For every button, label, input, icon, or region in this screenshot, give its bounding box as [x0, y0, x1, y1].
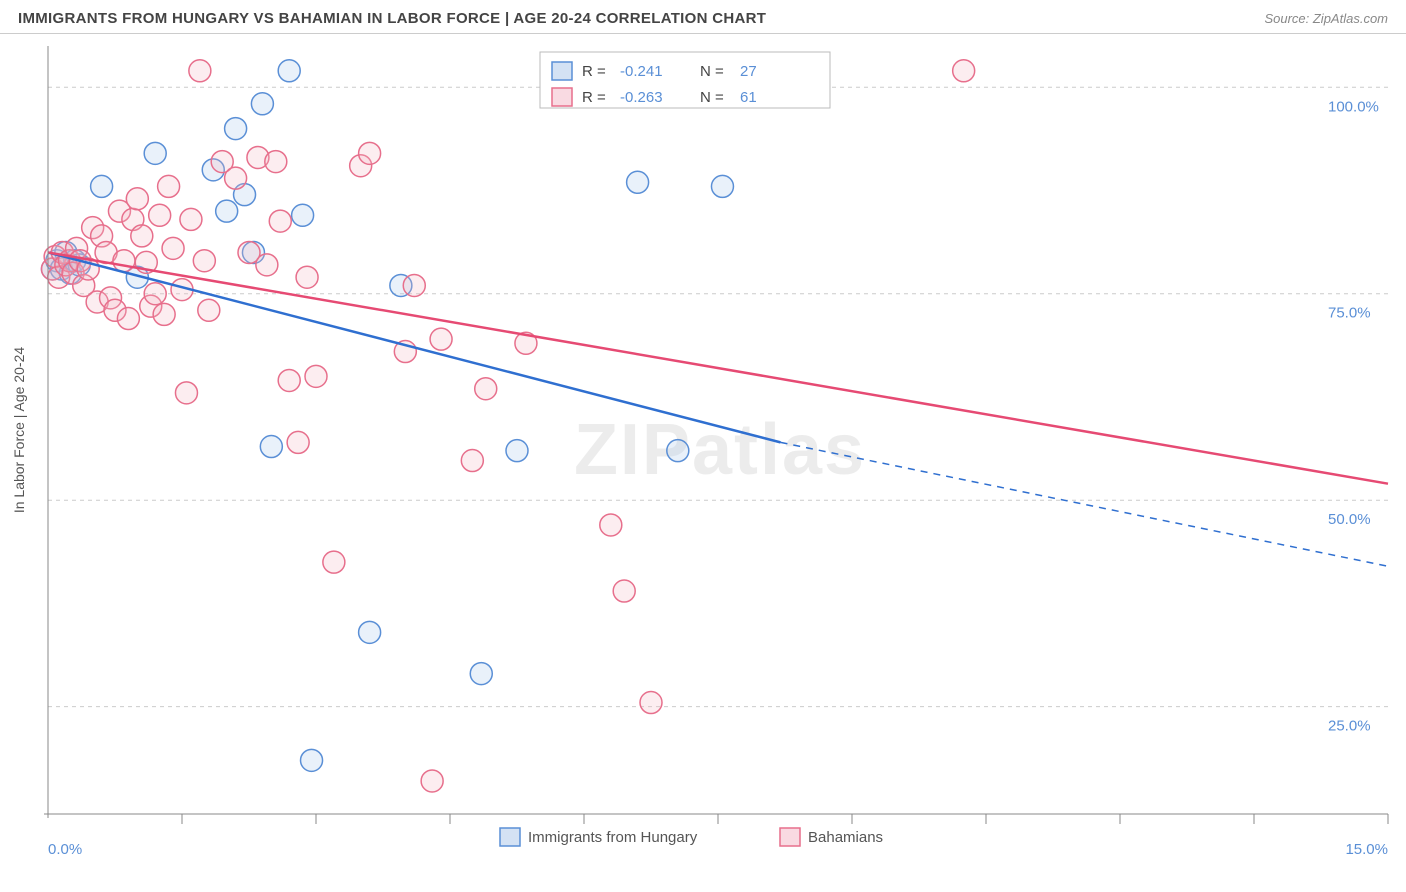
- data-point-series-1: [953, 60, 975, 82]
- y-axis-label: In Labor Force | Age 20-24: [11, 347, 27, 514]
- data-point-series-0: [667, 440, 689, 462]
- data-point-series-1: [256, 254, 278, 276]
- scatter-chart: 25.0% 50.0% 75.0% 100.0% ZIPatlas 0.0% 15.0% In…: [0, 34, 1406, 884]
- data-point-series-1: [265, 151, 287, 173]
- chart-source: Source: ZipAtlas.com: [1264, 11, 1388, 26]
- data-point-series-1: [403, 274, 425, 296]
- bottom-legend-swatch: [780, 828, 800, 846]
- legend-n-value: 27: [740, 63, 757, 80]
- watermark: ZIPatlas: [574, 410, 866, 490]
- data-point-series-1: [126, 188, 148, 210]
- x-tick-label: 15.0%: [1345, 841, 1388, 858]
- data-point-series-1: [278, 369, 300, 391]
- legend-n-label: N =: [700, 63, 724, 80]
- bottom-legend-label: Bahamians: [808, 829, 883, 846]
- data-point-series-0: [506, 440, 528, 462]
- data-point-series-1: [461, 450, 483, 472]
- data-point-series-1: [158, 175, 180, 197]
- legend-r-value: -0.263: [620, 89, 663, 106]
- data-point-series-0: [91, 175, 113, 197]
- data-point-series-1: [269, 210, 291, 232]
- legend-r-value: -0.241: [620, 63, 663, 80]
- data-point-series-0: [711, 175, 733, 197]
- data-point-series-1: [198, 299, 220, 321]
- data-point-series-1: [640, 692, 662, 714]
- legend-swatch: [552, 88, 572, 106]
- data-point-series-1: [131, 225, 153, 247]
- legend-swatch: [552, 62, 572, 80]
- data-point-series-1: [600, 514, 622, 536]
- data-point-series-1: [613, 580, 635, 602]
- data-point-series-1: [430, 328, 452, 350]
- legend-n-value: 61: [740, 89, 757, 106]
- data-point-series-1: [113, 250, 135, 272]
- data-point-series-1: [193, 250, 215, 272]
- chart-title: IMMIGRANTS FROM HUNGARY VS BAHAMIAN IN L…: [18, 10, 766, 27]
- data-point-series-1: [153, 303, 175, 325]
- y-tick-label: 100.0%: [1328, 98, 1379, 115]
- data-point-series-1: [287, 431, 309, 453]
- data-point-series-1: [162, 237, 184, 259]
- data-point-series-1: [180, 208, 202, 230]
- data-point-series-0: [470, 663, 492, 685]
- data-point-series-1: [359, 142, 381, 164]
- bottom-legend-swatch: [500, 828, 520, 846]
- data-point-series-0: [359, 621, 381, 643]
- data-point-series-1: [175, 382, 197, 404]
- legend-n-label: N =: [700, 89, 724, 106]
- y-tick-label: 75.0%: [1328, 305, 1371, 322]
- bottom-legend-label: Immigrants from Hungary: [528, 829, 698, 846]
- data-point-series-1: [144, 283, 166, 305]
- legend-r-label: R =: [582, 89, 606, 106]
- data-point-series-0: [144, 142, 166, 164]
- data-point-series-1: [305, 365, 327, 387]
- data-point-series-0: [216, 200, 238, 222]
- data-point-series-1: [421, 770, 443, 792]
- data-point-series-1: [475, 378, 497, 400]
- data-point-series-0: [292, 204, 314, 226]
- data-point-series-1: [189, 60, 211, 82]
- data-point-series-1: [117, 308, 139, 330]
- chart-container: 25.0% 50.0% 75.0% 100.0% ZIPatlas 0.0% 15.0% In…: [0, 34, 1406, 884]
- y-tick-label: 50.0%: [1328, 511, 1371, 528]
- data-point-series-1: [323, 551, 345, 573]
- data-point-series-0: [627, 171, 649, 193]
- legend-r-label: R =: [582, 63, 606, 80]
- data-point-series-1: [149, 204, 171, 226]
- data-point-series-0: [225, 118, 247, 140]
- x-tick-label: 0.0%: [48, 841, 82, 858]
- data-point-series-0: [278, 60, 300, 82]
- data-point-series-0: [251, 93, 273, 115]
- data-point-series-1: [225, 167, 247, 189]
- data-point-series-1: [296, 266, 318, 288]
- chart-header: IMMIGRANTS FROM HUNGARY VS BAHAMIAN IN L…: [0, 0, 1406, 34]
- data-point-series-0: [260, 436, 282, 458]
- y-tick-label: 25.0%: [1328, 718, 1371, 735]
- trend-line-dashed-series-0: [781, 442, 1388, 566]
- data-point-series-0: [301, 749, 323, 771]
